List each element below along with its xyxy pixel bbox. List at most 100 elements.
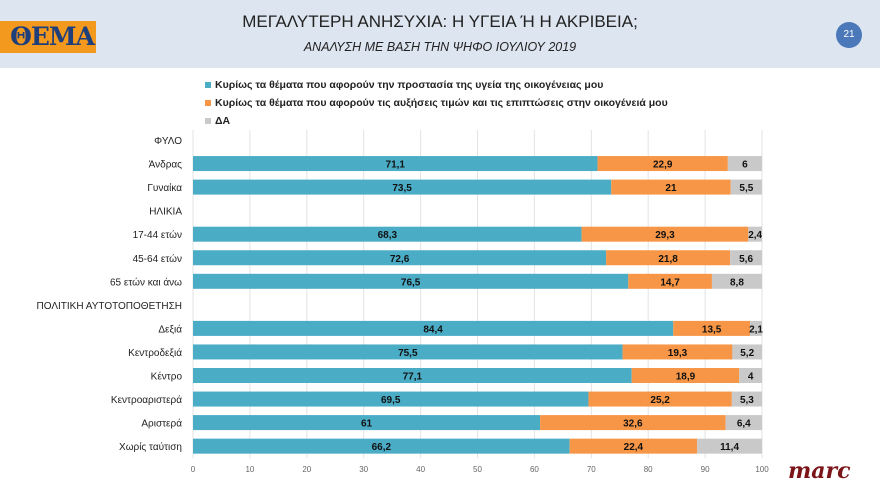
bar-segment: [193, 344, 623, 360]
legend-label: ΔΑ: [215, 115, 231, 127]
data-label: 72,6: [390, 254, 410, 265]
page-number-badge: 21: [836, 22, 862, 48]
bar-segment: [597, 156, 728, 172]
x-tick-label: 0: [191, 465, 196, 474]
page-subtitle: ΑΝΑΛΥΣΗ ΜΕ ΒΑΣΗ ΤΗΝ ΨΗΦΟ ΙΟΥΛΙΟΥ 2019: [303, 40, 577, 54]
data-label: 11,4: [720, 442, 739, 453]
category-label: ΠΟΛΙΤΙΚΗ ΑΥΤΟΤΟΠΟΘΕΤΗΣΗ: [37, 301, 182, 312]
x-tick-label: 100: [755, 465, 769, 474]
category-label: Κεντροδεξιά: [128, 347, 182, 359]
data-label: 69,5: [381, 395, 401, 406]
bar-segment: [193, 179, 612, 195]
bar-segment: [193, 415, 541, 431]
category-label: ΦΥΛΟ: [154, 136, 182, 147]
bar-segment: [748, 226, 762, 242]
x-tick-label: 80: [644, 465, 653, 474]
bar-segment: [628, 273, 712, 289]
data-label: 5,6: [739, 254, 753, 265]
data-label: 5,2: [740, 348, 754, 359]
marc-logo: marc: [788, 458, 851, 484]
data-label: 14,7: [660, 277, 680, 288]
data-label: 13,5: [702, 324, 722, 335]
x-tick-label: 10: [245, 465, 254, 474]
data-label: 77,1: [403, 372, 423, 383]
bar-segment: [673, 320, 751, 336]
data-label: 6: [742, 160, 748, 171]
category-label: 17-44 ετών: [133, 229, 182, 241]
bar-segment: [588, 391, 732, 407]
bar-segment: [727, 156, 762, 172]
x-tick-label: 60: [530, 465, 539, 474]
bar-segment: [631, 368, 740, 383]
bar-segment: [611, 179, 731, 195]
bar-segment: [730, 250, 762, 266]
x-tick-label: 50: [473, 465, 482, 474]
bar-segment: [193, 250, 607, 266]
legend-label: Κυρίως τα θέματα που αφορούν την προστασ…: [215, 79, 603, 91]
data-label: 8,8: [730, 277, 744, 288]
data-label: 2,1: [749, 324, 763, 335]
category-label: 45-64 ετών: [133, 253, 182, 265]
category-label: Γυναίκα: [147, 182, 182, 194]
page-title: ΜΕΓΑΛΥΤΕΡΗ ΑΝΗΣΥΧΙΑ: Η ΥΓΕΙΑ Ή Η ΑΚΡΙΒΕΙ…: [242, 12, 638, 31]
legend-label: Κυρίως τα θέματα που αφορούν τις αυξήσει…: [215, 97, 668, 109]
bar-segment: [697, 438, 762, 454]
data-label: 4: [748, 372, 754, 383]
data-label: 66,2: [372, 442, 392, 453]
x-tick-label: 40: [416, 465, 425, 474]
bar-segment: [193, 368, 632, 383]
x-tick-label: 70: [587, 465, 596, 474]
bar-segment: [606, 250, 731, 266]
data-label: 84,4: [423, 324, 443, 335]
bar-segment: [581, 226, 749, 242]
data-label: 73,5: [392, 183, 412, 194]
legend-swatch: [205, 100, 211, 106]
category-label: Χωρίς ταύτιση: [119, 441, 182, 453]
bar-segment: [732, 344, 762, 360]
data-label: 21: [665, 183, 677, 194]
bar-segment: [193, 156, 598, 172]
bar-segment: [193, 226, 582, 242]
bar-segment: [725, 415, 762, 431]
category-label: Αριστερά: [141, 418, 182, 430]
bar-segment: [622, 344, 733, 360]
data-label: 68,3: [378, 230, 398, 241]
data-label: 5,3: [740, 395, 754, 406]
bar-segment: [731, 391, 762, 407]
x-tick-label: 20: [302, 465, 311, 474]
data-label: 18,9: [676, 372, 696, 383]
bar-segment: [730, 179, 762, 195]
bar-segment: [739, 368, 762, 383]
category-label: Κέντρο: [151, 371, 183, 383]
bar-segment: [193, 391, 589, 407]
data-label: 32,6: [623, 419, 643, 430]
data-label: 19,3: [668, 348, 688, 359]
category-label: Κεντροαριστερά: [111, 394, 182, 406]
data-label: 21,8: [658, 254, 678, 265]
proto-thema-logo: ΘΕΜΑ: [0, 21, 96, 53]
data-label: 29,3: [655, 230, 675, 241]
bar-segment: [193, 438, 570, 454]
bar-segment: [193, 320, 674, 336]
bar-segment: [750, 320, 762, 336]
data-label: 2,4: [748, 230, 762, 241]
x-tick-label: 30: [359, 465, 368, 474]
legend-swatch: [205, 82, 211, 88]
bar-segment: [193, 273, 629, 289]
category-label: Δεξιά: [158, 323, 182, 335]
data-label: 22,9: [653, 160, 673, 171]
data-label: 25,2: [650, 395, 670, 406]
x-tick-label: 90: [701, 465, 710, 474]
bar-segment: [540, 415, 726, 431]
slide-header: ΘΕΜΑ ΜΕΓΑΛΥΤΕΡΗ ΑΝΗΣΥΧΙΑ: Η ΥΓΕΙΑ Ή Η ΑΚ…: [0, 0, 880, 68]
bar-segment: [711, 273, 762, 289]
bar-segment: [569, 438, 698, 454]
category-label: Άνδρας: [149, 160, 183, 171]
category-label: ΗΛΙΚΙΑ: [149, 207, 182, 218]
data-label: 6,4: [737, 419, 751, 430]
data-label: 61: [361, 419, 373, 430]
data-label: 75,5: [398, 348, 418, 359]
data-label: 22,4: [624, 442, 644, 453]
category-label: 65 ετών και άνω: [110, 276, 182, 288]
